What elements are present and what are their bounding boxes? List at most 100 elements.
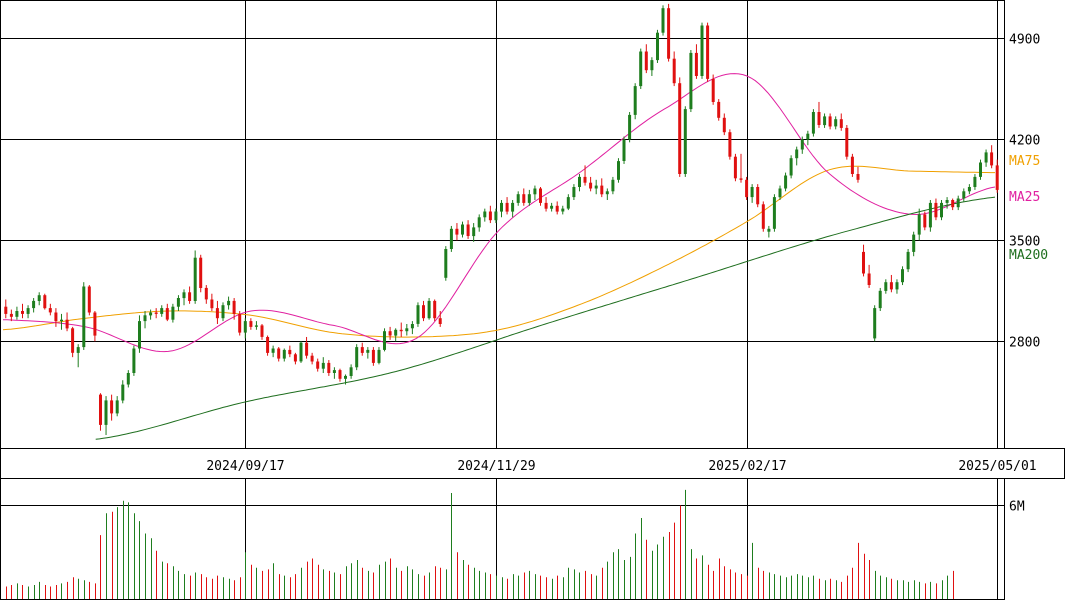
candle-112: [628, 112, 632, 143]
ma75-label: MA75: [1009, 154, 1040, 169]
candle-13: [76, 344, 80, 368]
candle-body: [934, 202, 938, 218]
candle-19: [110, 394, 114, 421]
candle-body: [522, 194, 526, 203]
candle-body: [121, 384, 125, 401]
ma-line-ma25: [2, 73, 996, 353]
candle-118: [661, 5, 665, 36]
candle-157: [878, 287, 882, 312]
candle-body: [594, 185, 598, 189]
candle-26: [149, 309, 153, 320]
candle-body: [126, 373, 130, 385]
candle-body: [377, 349, 381, 363]
candle-body: [694, 52, 698, 76]
candle-176: [984, 149, 988, 167]
candle-130: [728, 129, 732, 160]
candle-body: [544, 202, 548, 209]
candle-109: [611, 176, 615, 195]
candle-35: [199, 254, 203, 293]
ma25-label: MA25: [1009, 190, 1040, 205]
candle-20: [115, 396, 119, 417]
candle-body: [617, 161, 620, 180]
candle-body: [678, 83, 682, 174]
candle-body: [232, 300, 236, 314]
candle-body: [717, 101, 721, 118]
candle-body: [494, 211, 498, 221]
candle-173: [967, 184, 971, 195]
candle-166: [928, 199, 932, 232]
volume-bars: [6, 489, 954, 599]
candle-body: [979, 162, 982, 177]
candle-body: [823, 116, 827, 126]
candle-108: [605, 188, 609, 200]
candle-30: [171, 303, 175, 323]
candle-body: [739, 178, 743, 180]
candle-body: [633, 86, 637, 115]
candle-body: [327, 362, 331, 373]
candle-74: [416, 302, 420, 327]
candle-91: [511, 199, 515, 218]
volume-panel: 6M: [0, 478, 1025, 600]
candle-body: [143, 315, 147, 322]
candle-31: [176, 295, 180, 312]
ma200-label: MA200: [1009, 248, 1048, 263]
candle-149: [834, 116, 838, 130]
price-tick-4900: 4900: [1009, 33, 1040, 48]
candle-129: [722, 113, 726, 136]
candle-body: [806, 133, 810, 140]
candle-body: [199, 257, 203, 288]
candle-81: [455, 223, 459, 241]
candle-110: [617, 158, 620, 183]
candle-body: [511, 202, 515, 212]
candle-body: [344, 375, 347, 379]
candle-body: [672, 58, 676, 84]
candle-body: [165, 308, 169, 320]
candle-body: [132, 348, 136, 373]
price-axis-ticks: 4900 4200 3500 2800: [1009, 33, 1040, 351]
candle-body: [572, 187, 576, 198]
candle-5: [32, 298, 36, 313]
candle-body: [940, 202, 943, 218]
candle-111: [622, 136, 626, 164]
candle-body: [956, 198, 960, 208]
candle-body: [277, 348, 281, 359]
candle-body: [856, 174, 860, 180]
candle-114: [639, 48, 643, 89]
candle-body: [967, 187, 971, 192]
candle-136: [761, 201, 765, 232]
candlestick-series: [4, 3, 999, 436]
candle-body: [772, 197, 776, 229]
price-tick-3500: 3500: [1009, 235, 1040, 250]
candle-body: [561, 208, 565, 212]
candle-body: [254, 325, 258, 327]
candle-44: [249, 318, 253, 330]
candle-body: [488, 211, 492, 221]
candle-body: [733, 156, 737, 179]
candle-106: [594, 179, 598, 195]
candle-115: [644, 44, 648, 74]
candle-body: [160, 308, 164, 314]
candle-4: [26, 305, 30, 319]
candle-25: [143, 311, 147, 329]
candle-body: [93, 312, 97, 336]
candle-body: [917, 214, 921, 235]
candle-body: [410, 324, 414, 329]
candle-body: [656, 32, 659, 61]
candle-body: [210, 299, 214, 309]
candle-46: [260, 323, 264, 340]
candle-body: [405, 328, 409, 332]
candle-104: [583, 165, 587, 186]
candle-93: [522, 188, 526, 206]
candle-6: [37, 292, 41, 306]
candle-103: [578, 174, 581, 192]
candle-body: [249, 321, 253, 327]
candle-body: [639, 51, 643, 87]
candle-75: [422, 300, 425, 322]
candle-body: [449, 228, 453, 249]
candle-body: [800, 139, 804, 150]
candle-51: [288, 345, 292, 358]
candle-82: [461, 221, 464, 238]
candle-67: [377, 347, 381, 365]
candle-body: [566, 197, 570, 209]
candle-body: [505, 202, 509, 212]
